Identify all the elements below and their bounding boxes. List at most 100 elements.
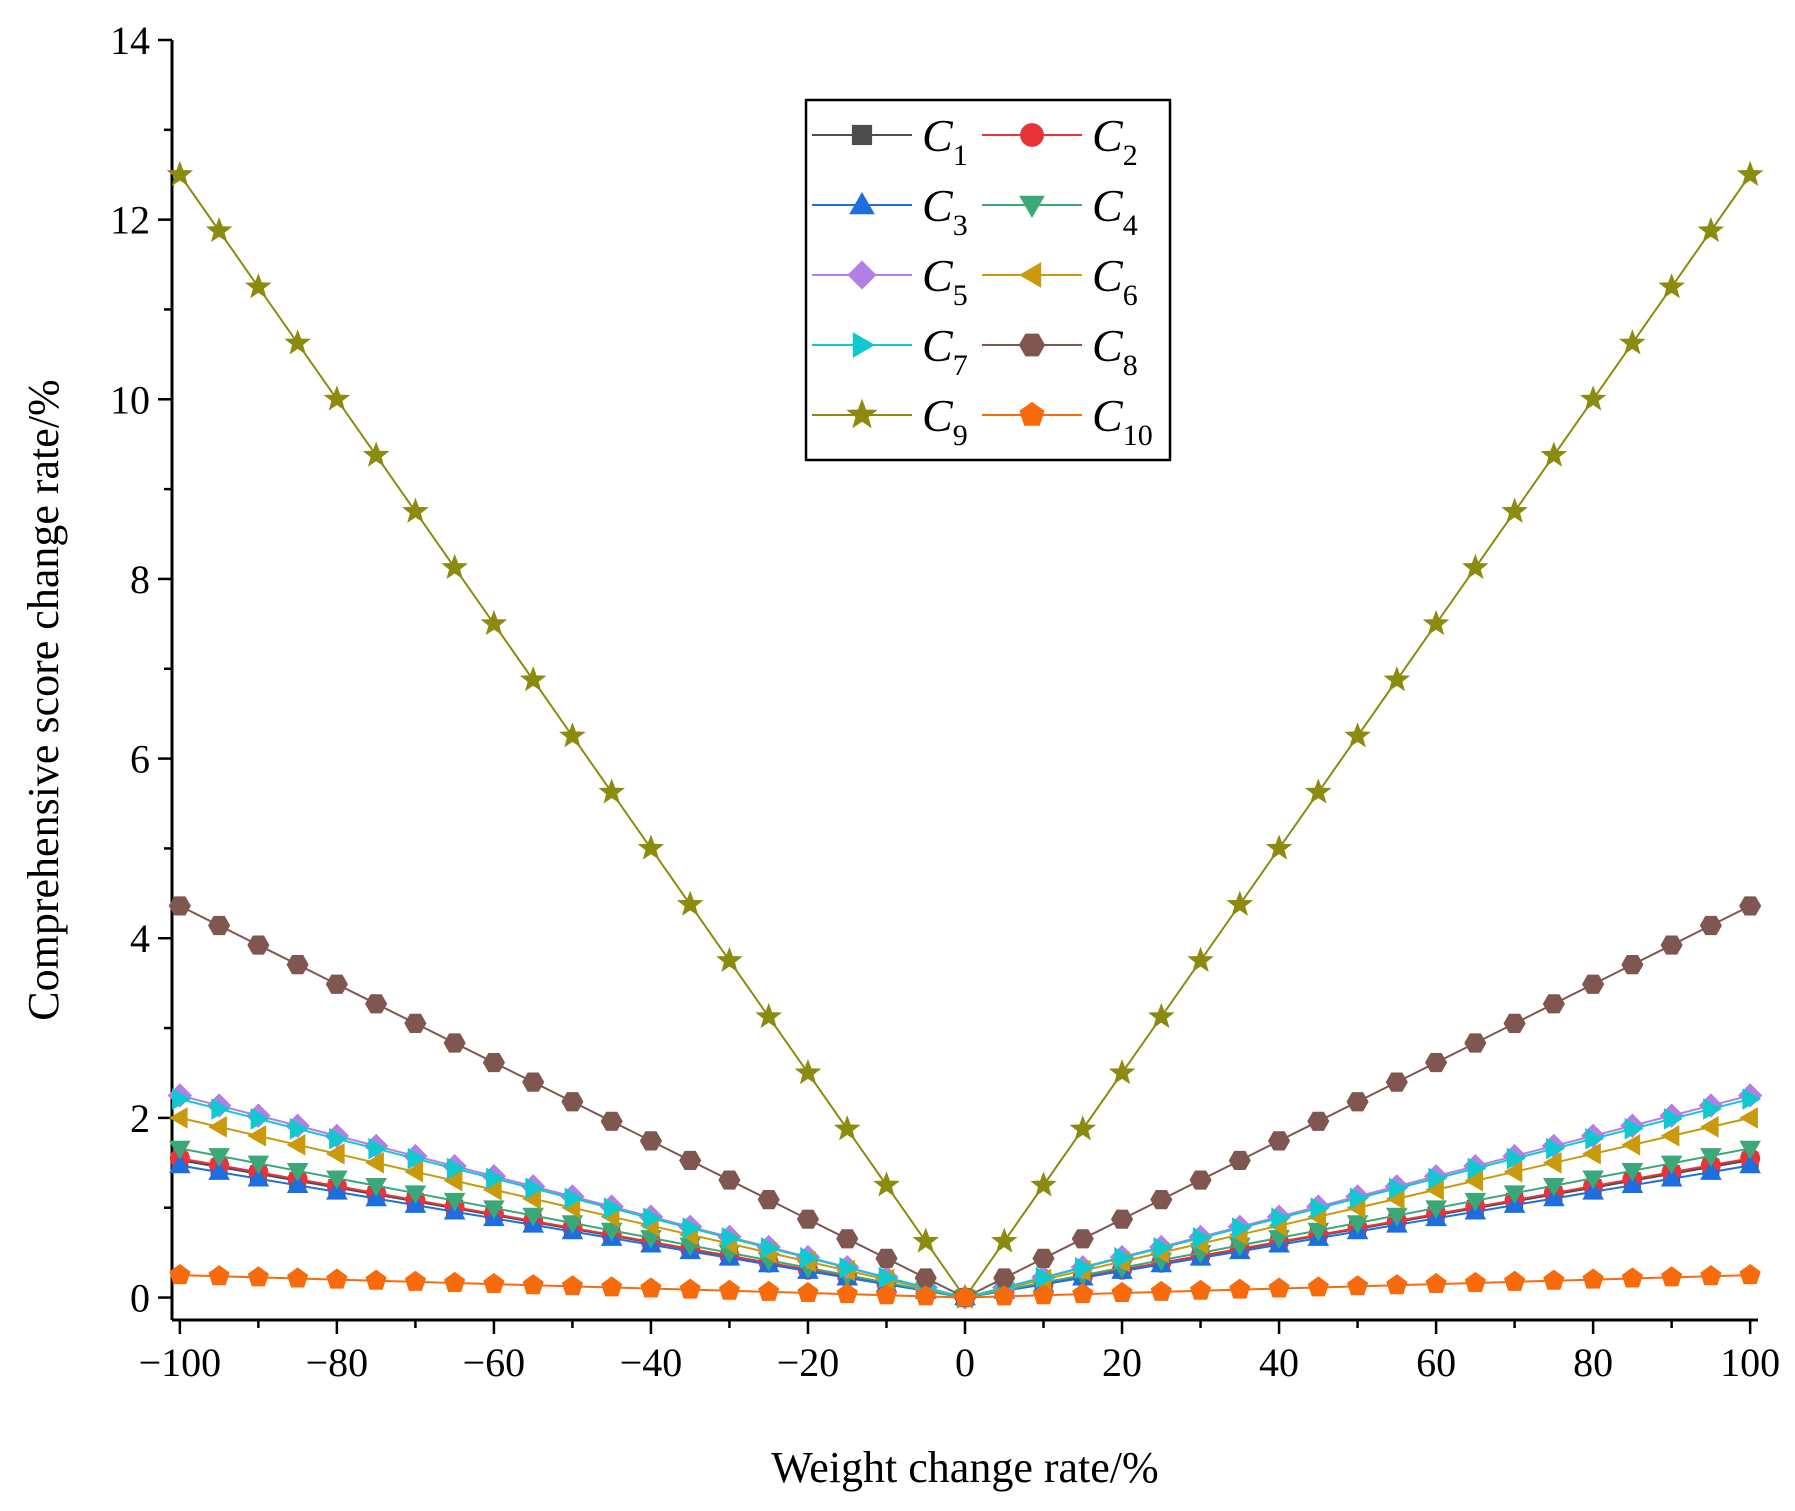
y-tick-label: 4 — [130, 916, 150, 961]
data-point — [993, 1285, 1015, 1306]
data-point — [600, 1111, 623, 1131]
legend-marker — [1018, 262, 1042, 288]
data-point — [286, 1163, 309, 1182]
data-point — [368, 1137, 388, 1160]
data-point — [1543, 1187, 1565, 1207]
data-point — [1660, 1155, 1683, 1175]
data-point — [1035, 1266, 1055, 1289]
data-point — [323, 385, 351, 411]
data-point — [1383, 666, 1411, 692]
data-point — [1663, 1108, 1683, 1130]
data-point — [247, 1167, 270, 1187]
data-point — [407, 1147, 427, 1170]
x-tick-label: −100 — [139, 1340, 222, 1385]
data-point — [1110, 1209, 1134, 1229]
data-point — [1621, 1174, 1644, 1194]
data-point — [718, 1279, 741, 1300]
data-point — [208, 1265, 230, 1286]
data-point — [833, 1115, 861, 1141]
y-tick-label: 14 — [110, 18, 150, 63]
data-point — [326, 1180, 348, 1200]
data-point — [1621, 1163, 1644, 1182]
data-point — [1032, 1248, 1055, 1268]
data-point — [208, 1148, 230, 1167]
y-axis-title: Comprehensive score change rate/% — [19, 379, 68, 1020]
data-point — [914, 1268, 937, 1288]
data-point — [1619, 329, 1646, 355]
data-point — [598, 778, 625, 804]
data-point — [559, 722, 586, 748]
data-point — [1232, 1217, 1251, 1239]
data-point — [169, 1140, 191, 1160]
data-point — [1422, 609, 1450, 636]
data-point — [1464, 1169, 1484, 1192]
legend-subscript: 4 — [1123, 209, 1138, 242]
legend-subscript: 2 — [1123, 139, 1138, 172]
y-tick-label: 10 — [110, 377, 150, 422]
data-point — [166, 160, 194, 187]
data-point — [446, 1157, 466, 1180]
data-point — [1503, 1185, 1526, 1205]
data-point — [172, 1088, 191, 1110]
data-point — [247, 1155, 270, 1175]
data-point — [758, 1280, 780, 1301]
data-point — [1229, 1278, 1251, 1299]
data-point — [1582, 1170, 1604, 1190]
legend-marker — [846, 398, 878, 429]
data-point — [1307, 1222, 1330, 1242]
data-point — [326, 1268, 348, 1289]
data-point — [990, 1227, 1018, 1253]
data-point — [1697, 216, 1725, 243]
data-point — [561, 1092, 584, 1112]
data-point — [757, 1190, 780, 1210]
data-point — [169, 1263, 191, 1285]
data-point — [1349, 1187, 1369, 1210]
data-point — [362, 441, 390, 467]
data-point — [1543, 1177, 1565, 1197]
data-point — [1072, 1283, 1094, 1304]
data-point — [755, 1002, 782, 1029]
data-point — [286, 1134, 306, 1156]
data-point — [1030, 1171, 1057, 1197]
data-point — [365, 994, 388, 1014]
data-point — [1226, 890, 1254, 916]
data-point — [289, 1117, 309, 1140]
data-point — [1501, 497, 1528, 523]
data-point — [760, 1237, 780, 1259]
data-point — [287, 1267, 309, 1288]
x-tick-label: 80 — [1573, 1340, 1613, 1385]
data-point — [1739, 1263, 1761, 1285]
y-tick-label: 6 — [130, 737, 150, 782]
data-point — [483, 1200, 505, 1220]
legend-marker — [851, 124, 873, 146]
x-axis-title: Weight change rate/% — [771, 1443, 1158, 1492]
data-point — [1148, 1002, 1175, 1029]
data-point — [1385, 1072, 1408, 1092]
data-point — [1542, 994, 1565, 1014]
data-point — [205, 216, 233, 243]
data-point — [1187, 946, 1214, 972]
data-point — [839, 1256, 859, 1279]
data-point — [1346, 1092, 1369, 1112]
y-tick-label: 8 — [130, 557, 150, 602]
data-point — [561, 1215, 584, 1234]
data-point — [1069, 1115, 1097, 1141]
data-point — [794, 1059, 822, 1085]
data-point — [1075, 1256, 1094, 1279]
data-point — [1346, 1215, 1369, 1234]
data-point — [247, 1266, 269, 1287]
data-point — [1111, 1281, 1133, 1303]
data-point — [1621, 1134, 1641, 1156]
data-point — [1464, 1192, 1487, 1212]
data-point — [1032, 1284, 1055, 1305]
data-point — [1546, 1137, 1565, 1160]
data-point — [208, 915, 231, 936]
data-point — [1467, 1157, 1487, 1180]
legend-subscript: 9 — [953, 419, 968, 452]
data-point — [1344, 722, 1371, 748]
data-point — [1700, 1265, 1722, 1286]
data-point — [245, 273, 272, 299]
